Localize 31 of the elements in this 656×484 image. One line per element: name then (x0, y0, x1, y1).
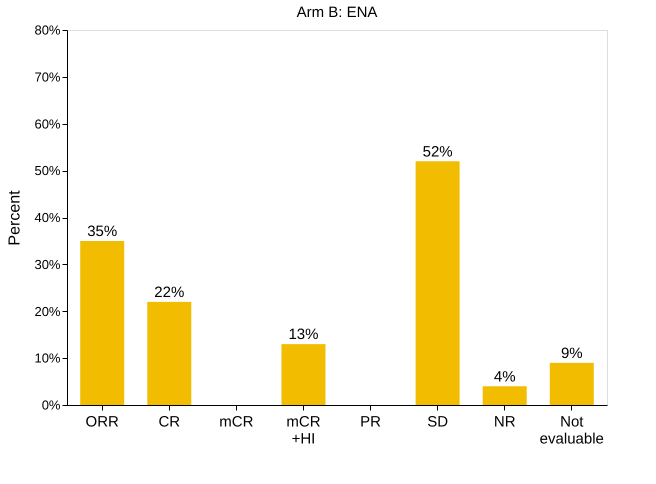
bar (281, 344, 326, 405)
data-label: 22% (154, 284, 184, 301)
y-tick-label: 40% (34, 210, 61, 225)
x-tick-label: PR (360, 414, 382, 430)
x-tick-label: CR (158, 414, 180, 430)
bar (550, 362, 594, 405)
y-tick-label: 80% (34, 22, 61, 38)
chart-title: Arm B: ENA (296, 4, 378, 21)
y-tick-label: 70% (34, 69, 61, 84)
y-tick-label: 20% (34, 304, 61, 319)
data-label: 9% (560, 344, 583, 362)
bar (482, 386, 527, 405)
y-tick-label: 50% (34, 163, 61, 178)
y-tick-label: 0% (42, 398, 61, 412)
data-label: 4% (494, 368, 516, 386)
data-label: 35% (87, 222, 118, 240)
x-tick-label: SD (427, 414, 448, 430)
x-tick-label: NR (494, 414, 516, 430)
y-tick-label: 60% (34, 116, 61, 132)
x-tick-label: Not evaluable (540, 414, 604, 448)
x-tick-label: ORR (86, 414, 120, 430)
data-label: 13% (288, 326, 318, 344)
data-label: 52% (422, 143, 453, 160)
bar (147, 302, 192, 405)
bar (80, 240, 124, 405)
x-tick-label: mCR +HI (286, 414, 321, 448)
y-axis-title: Percent (6, 190, 24, 246)
y-tick-label: 10% (34, 350, 61, 366)
bar (416, 161, 460, 405)
y-tick-label: 30% (34, 256, 61, 272)
x-tick-label: mCR (219, 414, 254, 430)
